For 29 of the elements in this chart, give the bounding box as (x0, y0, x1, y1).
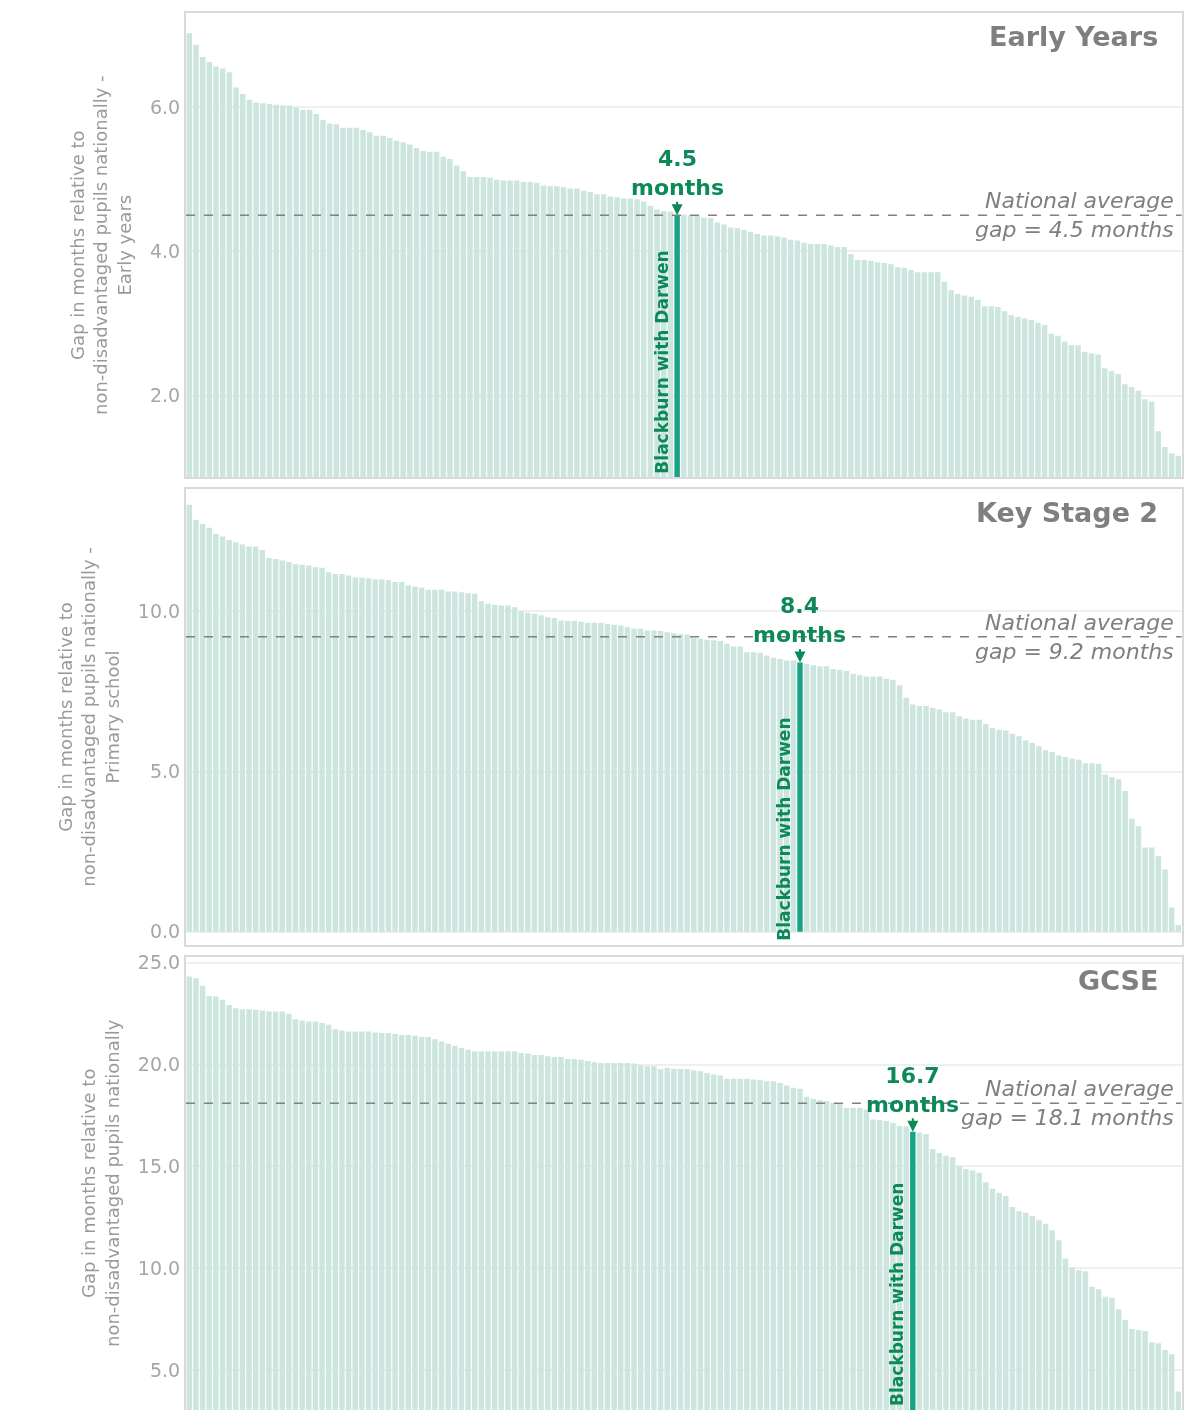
y-tick-label: 2.0 (149, 384, 181, 407)
annotation: 4.5 months (631, 146, 724, 200)
chart-title: Early Years (989, 21, 1159, 52)
y-tick-label: 20.0 (137, 1053, 181, 1076)
chart-title: Key Stage 2 (976, 497, 1159, 528)
ref-line-label: National average gap = 4.5 months (975, 188, 1174, 242)
y-tick-label: 10.0 (137, 1257, 181, 1280)
y-axis-title: Gap in months relative to non-disadvantaged pupils nationally - Primary school (54, 547, 123, 887)
y-tick-label: 0.0 (149, 920, 181, 943)
y-axis-title: Gap in months relative to non-disadvantaged pupils nationally (78, 1019, 123, 1347)
y-tick-label: 25.0 (137, 951, 181, 974)
y-tick-label: 5.0 (149, 1358, 181, 1381)
y-tick-label: 6.0 (149, 95, 181, 118)
y-axis-title: Gap in months relative to non-disadvantaged pupils nationally - Early years (66, 75, 135, 415)
y-tick-label: 15.0 (137, 1155, 181, 1178)
chart-title: GCSE (1078, 965, 1159, 996)
annotation: 8.4 months (753, 593, 846, 647)
bar (803, 663, 810, 932)
ref-line-label: National average gap = 18.1 months (961, 1076, 1174, 1130)
ref-line-label: National average gap = 9.2 months (975, 610, 1174, 664)
y-tick-label: 10.0 (137, 599, 181, 622)
annotation: 16.7 months (866, 1063, 959, 1117)
bar (790, 660, 797, 932)
annotation: Blackburn with Darwen (774, 717, 795, 941)
y-tick-label: 4.0 (149, 239, 181, 262)
annotation: Blackburn with Darwen (651, 250, 672, 474)
y-tick-label: 5.0 (149, 760, 181, 783)
bar (1175, 925, 1182, 932)
annotation: Blackburn with Darwen (887, 1182, 907, 1406)
